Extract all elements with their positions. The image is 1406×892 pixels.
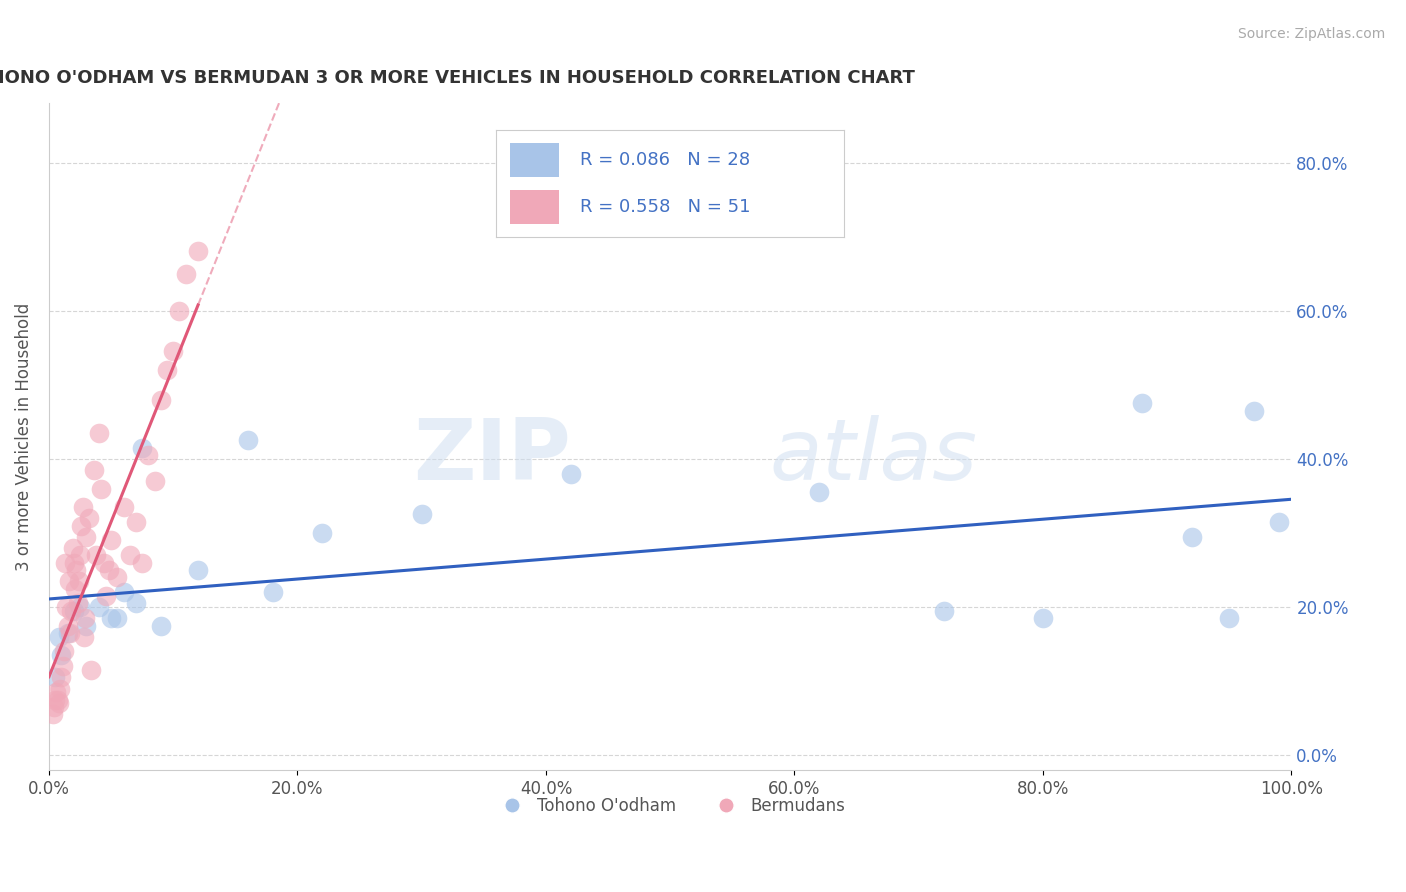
Point bbox=[90, 482, 112, 496]
Point bbox=[149, 392, 172, 407]
Point bbox=[1268, 515, 1291, 529]
Point bbox=[149, 618, 172, 632]
Point bbox=[100, 611, 122, 625]
Point bbox=[100, 533, 122, 548]
Point bbox=[80, 663, 103, 677]
Point bbox=[932, 604, 955, 618]
Point bbox=[131, 556, 153, 570]
Point bbox=[125, 596, 148, 610]
Point bbox=[143, 474, 166, 488]
Point bbox=[131, 441, 153, 455]
Point bbox=[808, 485, 831, 500]
Point bbox=[560, 467, 582, 481]
Point bbox=[65, 563, 87, 577]
Point bbox=[262, 585, 284, 599]
Point bbox=[118, 548, 141, 562]
Point bbox=[1218, 611, 1240, 625]
Point bbox=[174, 267, 197, 281]
Point bbox=[69, 548, 91, 562]
Point bbox=[56, 626, 79, 640]
Point bbox=[44, 670, 66, 684]
Point bbox=[75, 618, 97, 632]
Point bbox=[156, 363, 179, 377]
Point bbox=[87, 425, 110, 440]
Text: TOHONO O'ODHAM VS BERMUDAN 3 OR MORE VEHICLES IN HOUSEHOLD CORRELATION CHART: TOHONO O'ODHAM VS BERMUDAN 3 OR MORE VEH… bbox=[0, 69, 915, 87]
Point bbox=[311, 525, 333, 540]
Point bbox=[63, 556, 86, 570]
Point bbox=[236, 434, 259, 448]
Point bbox=[72, 500, 94, 514]
Point bbox=[48, 696, 70, 710]
Point bbox=[58, 574, 80, 588]
Text: ZIP: ZIP bbox=[413, 415, 571, 498]
Point bbox=[55, 600, 77, 615]
Point bbox=[138, 448, 160, 462]
Point bbox=[105, 570, 128, 584]
Point bbox=[63, 582, 86, 596]
Point bbox=[1181, 530, 1204, 544]
Point bbox=[1032, 611, 1054, 625]
Point bbox=[59, 626, 82, 640]
Point bbox=[187, 563, 209, 577]
Point bbox=[105, 611, 128, 625]
Point bbox=[112, 500, 135, 514]
Point bbox=[75, 530, 97, 544]
Point bbox=[87, 600, 110, 615]
Point bbox=[73, 611, 96, 625]
Point bbox=[93, 556, 115, 570]
Point bbox=[187, 244, 209, 259]
Point bbox=[48, 630, 70, 644]
Point bbox=[52, 659, 75, 673]
Point bbox=[84, 548, 107, 562]
Point bbox=[69, 600, 91, 615]
Point bbox=[112, 585, 135, 599]
Point bbox=[49, 681, 72, 696]
Text: Source: ZipAtlas.com: Source: ZipAtlas.com bbox=[1237, 27, 1385, 41]
Point bbox=[41, 707, 63, 722]
Point bbox=[60, 604, 83, 618]
Point bbox=[46, 692, 69, 706]
Point bbox=[1243, 403, 1265, 417]
Point bbox=[411, 508, 433, 522]
Point bbox=[52, 644, 75, 658]
Point bbox=[70, 518, 93, 533]
Point bbox=[63, 604, 86, 618]
Point bbox=[67, 574, 90, 588]
Text: atlas: atlas bbox=[769, 415, 977, 498]
Point bbox=[73, 630, 96, 644]
Point bbox=[66, 596, 89, 610]
Point bbox=[51, 670, 73, 684]
Point bbox=[1130, 396, 1153, 410]
Legend: Tohono O'odham, Bermudans: Tohono O'odham, Bermudans bbox=[488, 790, 852, 822]
Point bbox=[162, 344, 184, 359]
Point bbox=[56, 618, 79, 632]
Point bbox=[53, 556, 76, 570]
Point bbox=[125, 515, 148, 529]
Point bbox=[77, 511, 100, 525]
Point bbox=[44, 692, 66, 706]
Point bbox=[42, 700, 65, 714]
Point bbox=[169, 303, 191, 318]
Point bbox=[83, 463, 105, 477]
Point bbox=[45, 685, 67, 699]
Point bbox=[62, 541, 84, 555]
Point bbox=[94, 589, 117, 603]
Point bbox=[97, 563, 120, 577]
Y-axis label: 3 or more Vehicles in Household: 3 or more Vehicles in Household bbox=[15, 302, 32, 571]
Point bbox=[51, 648, 73, 663]
